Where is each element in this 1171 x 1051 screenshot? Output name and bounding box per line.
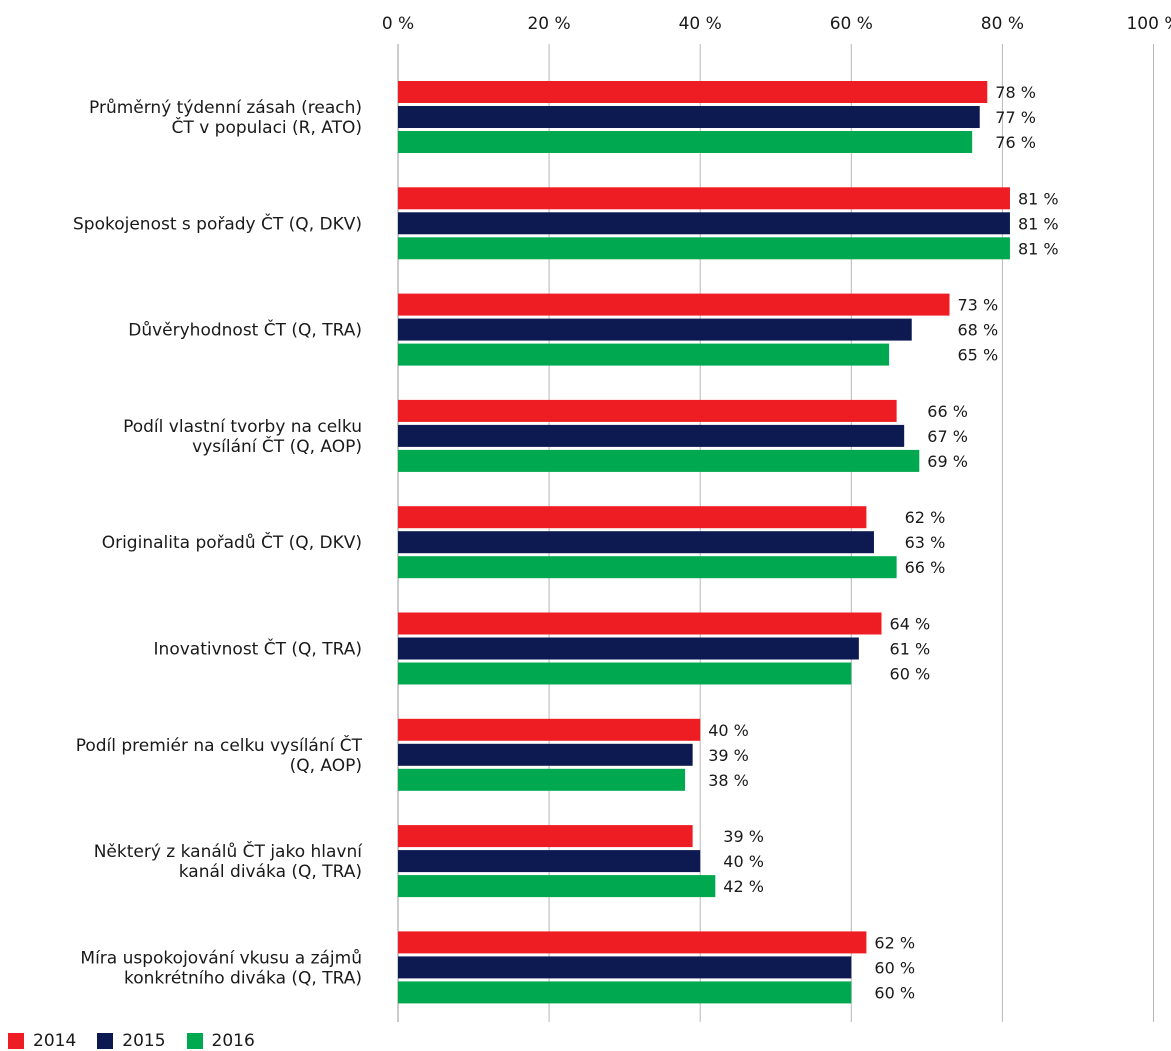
value-label: 62 % bbox=[874, 933, 915, 952]
value-label: 60 % bbox=[890, 665, 931, 684]
value-label: 68 % bbox=[958, 321, 999, 340]
bar-2016 bbox=[398, 768, 686, 791]
value-label: 81 % bbox=[1018, 214, 1059, 233]
bar-2014 bbox=[398, 187, 1010, 210]
category-label: vysílání ČT (Q, AOP) bbox=[192, 435, 362, 457]
value-label: 64 % bbox=[890, 615, 931, 634]
bar-2014 bbox=[398, 81, 988, 103]
category-label: Některý z kanálů ČT jako hlavní bbox=[94, 840, 364, 862]
value-label: 60 % bbox=[874, 958, 915, 977]
bar-2016 bbox=[398, 343, 890, 366]
legend-swatch-2015 bbox=[97, 1033, 114, 1049]
category-label: Spokojenost s pořady ČT (Q, DKV) bbox=[73, 212, 362, 234]
legend: 2014 2015 2016 bbox=[8, 1031, 276, 1051]
bar-2015 bbox=[398, 637, 859, 660]
bar-2014 bbox=[398, 399, 897, 422]
bar-2015 bbox=[398, 531, 874, 554]
bar-2014 bbox=[398, 612, 882, 635]
category-label: Originalita pořadů ČT (Q, DKV) bbox=[102, 531, 362, 553]
value-label: 81 % bbox=[1018, 189, 1059, 208]
x-tick-label: 80 % bbox=[981, 14, 1024, 34]
category-label: ČT v populaci (R, ATO) bbox=[172, 116, 362, 138]
value-label: 40 % bbox=[708, 721, 749, 740]
value-label: 39 % bbox=[708, 746, 749, 765]
value-label: 60 % bbox=[874, 983, 915, 1002]
category-label: Podíl vlastní tvorby na celku bbox=[123, 417, 362, 437]
legend-label-2016: 2016 bbox=[211, 1031, 255, 1051]
value-label: 63 % bbox=[905, 533, 946, 552]
x-tick-label: 100 % bbox=[1126, 14, 1171, 34]
value-label: 40 % bbox=[723, 852, 764, 871]
bar-2015 bbox=[398, 743, 693, 766]
x-tick-label: 20 % bbox=[527, 14, 570, 34]
bar-2016 bbox=[398, 981, 852, 1004]
legend-label-2014: 2014 bbox=[33, 1031, 77, 1051]
value-label: 62 % bbox=[905, 508, 946, 527]
category-label: Míra uspokojování vkusu a zájmů bbox=[80, 948, 362, 968]
bar-2015 bbox=[398, 850, 701, 873]
value-label: 78 % bbox=[995, 83, 1036, 102]
category-label: Důvěryhodnost ČT (Q, TRA) bbox=[128, 319, 362, 341]
x-tick-label: 60 % bbox=[830, 14, 873, 34]
bar-2015 bbox=[398, 212, 1010, 235]
value-label: 66 % bbox=[905, 558, 946, 577]
legend-item-2015: 2015 bbox=[97, 1031, 166, 1051]
bar-2016 bbox=[398, 875, 716, 898]
bar-2015 bbox=[398, 106, 980, 128]
value-label: 69 % bbox=[927, 452, 968, 471]
value-label: 42 % bbox=[723, 877, 764, 896]
legend-label-2015: 2015 bbox=[122, 1031, 166, 1051]
category-label: konkrétního diváka (Q, TRA) bbox=[124, 968, 362, 988]
bar-2014 bbox=[398, 825, 693, 848]
value-label: 73 % bbox=[958, 296, 999, 315]
bar-2014 bbox=[398, 931, 867, 954]
bar-2015 bbox=[398, 318, 912, 341]
value-label: 81 % bbox=[1018, 239, 1059, 258]
value-label: 67 % bbox=[927, 427, 968, 446]
category-label: kanál diváka (Q, TRA) bbox=[179, 862, 362, 882]
bar-2016 bbox=[398, 449, 920, 472]
bar-2016 bbox=[398, 237, 1010, 260]
legend-item-2014: 2014 bbox=[8, 1031, 76, 1051]
category-label: Průměrný týdenní zásah (reach) bbox=[89, 98, 362, 118]
legend-swatch-2016 bbox=[186, 1033, 203, 1049]
category-label: Inovativnost ČT (Q, TRA) bbox=[154, 638, 362, 660]
value-label: 66 % bbox=[927, 402, 968, 421]
x-tick-label: 40 % bbox=[679, 14, 722, 34]
value-label: 39 % bbox=[723, 827, 764, 846]
bar-2015 bbox=[398, 424, 905, 447]
legend-item-2016: 2016 bbox=[186, 1031, 255, 1051]
bar-2015 bbox=[398, 956, 852, 979]
bar-2016 bbox=[398, 662, 852, 685]
legend-swatch-2014 bbox=[8, 1033, 24, 1049]
x-tick-label: 0 % bbox=[382, 14, 414, 34]
bar-2016 bbox=[398, 131, 973, 153]
value-label: 65 % bbox=[958, 346, 999, 365]
bar-2014 bbox=[398, 293, 950, 316]
value-label: 76 % bbox=[995, 133, 1036, 152]
category-label: Podíl premiér na celku vysílání ČT bbox=[76, 734, 363, 756]
bar-2016 bbox=[398, 556, 897, 579]
bar-2014 bbox=[398, 718, 701, 741]
category-label: (Q, AOP) bbox=[290, 756, 362, 776]
value-label: 38 % bbox=[708, 771, 749, 790]
value-label: 77 % bbox=[995, 108, 1036, 127]
value-label: 61 % bbox=[890, 640, 931, 659]
bar-2014 bbox=[398, 506, 867, 529]
